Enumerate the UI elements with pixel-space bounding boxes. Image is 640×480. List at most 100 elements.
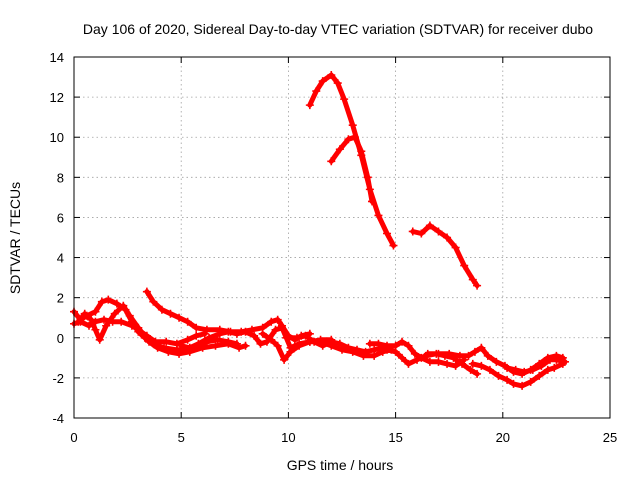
data-point bbox=[267, 335, 276, 344]
data-point bbox=[413, 355, 422, 364]
ticks-layer: -4 -2 0 2 4 6 8 10 12 14 0 5 10 15 20 25 bbox=[50, 50, 618, 445]
data-point bbox=[327, 157, 336, 166]
data-series-arc-15 bbox=[408, 221, 482, 290]
data-point bbox=[327, 71, 336, 80]
data-point bbox=[153, 343, 162, 352]
series-line bbox=[307, 72, 396, 248]
data-point bbox=[327, 337, 336, 346]
data-point bbox=[166, 309, 175, 318]
data-point bbox=[468, 359, 477, 368]
data-point bbox=[117, 317, 126, 326]
data-point bbox=[284, 333, 293, 342]
data-point bbox=[423, 349, 432, 358]
series-line bbox=[328, 134, 375, 204]
data-point bbox=[318, 77, 327, 86]
data-point bbox=[550, 363, 559, 372]
data-series-arc-14 bbox=[327, 133, 377, 206]
data-point bbox=[466, 365, 475, 374]
data-point bbox=[361, 347, 370, 356]
data-point bbox=[408, 227, 417, 236]
x-tick-label: 15 bbox=[388, 430, 402, 445]
data-point bbox=[410, 349, 419, 358]
data-point bbox=[301, 331, 310, 340]
data-point bbox=[344, 135, 353, 144]
data-point bbox=[224, 339, 233, 348]
data-point bbox=[333, 79, 342, 88]
data-point bbox=[205, 333, 214, 342]
data-point bbox=[157, 305, 166, 314]
data-point bbox=[273, 315, 282, 324]
data-point bbox=[464, 351, 473, 360]
data-point bbox=[374, 211, 383, 220]
x-tick-label: 20 bbox=[496, 430, 510, 445]
data-point bbox=[292, 333, 301, 342]
data-point bbox=[543, 365, 552, 374]
data-point bbox=[374, 339, 383, 348]
data-point bbox=[477, 343, 486, 352]
data-point bbox=[183, 335, 192, 344]
x-tick-label: 5 bbox=[178, 430, 185, 445]
data-point bbox=[172, 339, 181, 348]
x-tick-label: 10 bbox=[281, 430, 295, 445]
data-point bbox=[305, 101, 314, 110]
data-point bbox=[425, 221, 434, 230]
data-point bbox=[389, 241, 398, 250]
data-point bbox=[318, 341, 327, 350]
data-point bbox=[445, 349, 454, 358]
data-point bbox=[256, 339, 265, 348]
data-point bbox=[202, 325, 211, 334]
data-point bbox=[134, 323, 143, 332]
data-point bbox=[485, 365, 494, 374]
data-point bbox=[258, 329, 267, 338]
data-point bbox=[451, 361, 460, 370]
y-axis-title: SDTVAR / TECUs bbox=[7, 182, 23, 294]
data-series-arc-12 bbox=[503, 355, 569, 376]
data-point bbox=[192, 331, 201, 340]
data-point bbox=[344, 343, 353, 352]
data-point bbox=[280, 355, 289, 364]
y-tick-label: 6 bbox=[57, 210, 64, 225]
data-point bbox=[211, 341, 220, 350]
y-tick-label: 10 bbox=[50, 130, 64, 145]
data-point bbox=[451, 243, 460, 252]
data-point bbox=[443, 359, 452, 368]
data-point bbox=[518, 381, 527, 390]
data-point bbox=[434, 349, 443, 358]
chart-title: Day 106 of 2020, Sidereal Day-to-day VTE… bbox=[83, 21, 593, 37]
data-series-layer bbox=[70, 71, 569, 390]
data-point bbox=[194, 339, 203, 348]
grid-layer bbox=[74, 57, 610, 418]
data-point bbox=[185, 343, 194, 352]
data-series-arc-3 bbox=[74, 301, 250, 358]
data-point bbox=[458, 359, 467, 368]
data-point bbox=[552, 355, 561, 364]
data-point bbox=[383, 229, 392, 238]
y-tick-label: 8 bbox=[57, 170, 64, 185]
data-point bbox=[295, 341, 304, 350]
x-axis-title: GPS time / hours bbox=[287, 457, 394, 473]
data-point bbox=[241, 327, 250, 336]
y-tick-label: 12 bbox=[50, 90, 64, 105]
data-point bbox=[503, 363, 512, 372]
data-point bbox=[215, 329, 224, 338]
y-tick-label: 2 bbox=[57, 291, 64, 306]
data-point bbox=[74, 317, 83, 326]
data-point bbox=[125, 311, 134, 320]
data-point bbox=[473, 281, 482, 290]
data-point bbox=[267, 317, 276, 326]
data-point bbox=[91, 325, 100, 334]
y-tick-label: 4 bbox=[57, 251, 64, 266]
data-point bbox=[149, 297, 158, 306]
data-point bbox=[357, 147, 366, 156]
data-point bbox=[492, 357, 501, 366]
data-point bbox=[535, 371, 544, 380]
data-point bbox=[277, 323, 286, 332]
data-point bbox=[350, 133, 359, 142]
data-point bbox=[335, 339, 344, 348]
data-point bbox=[477, 361, 486, 370]
data-point bbox=[97, 297, 106, 306]
data-point bbox=[100, 315, 109, 324]
data-point bbox=[224, 327, 233, 336]
data-point bbox=[434, 357, 443, 366]
